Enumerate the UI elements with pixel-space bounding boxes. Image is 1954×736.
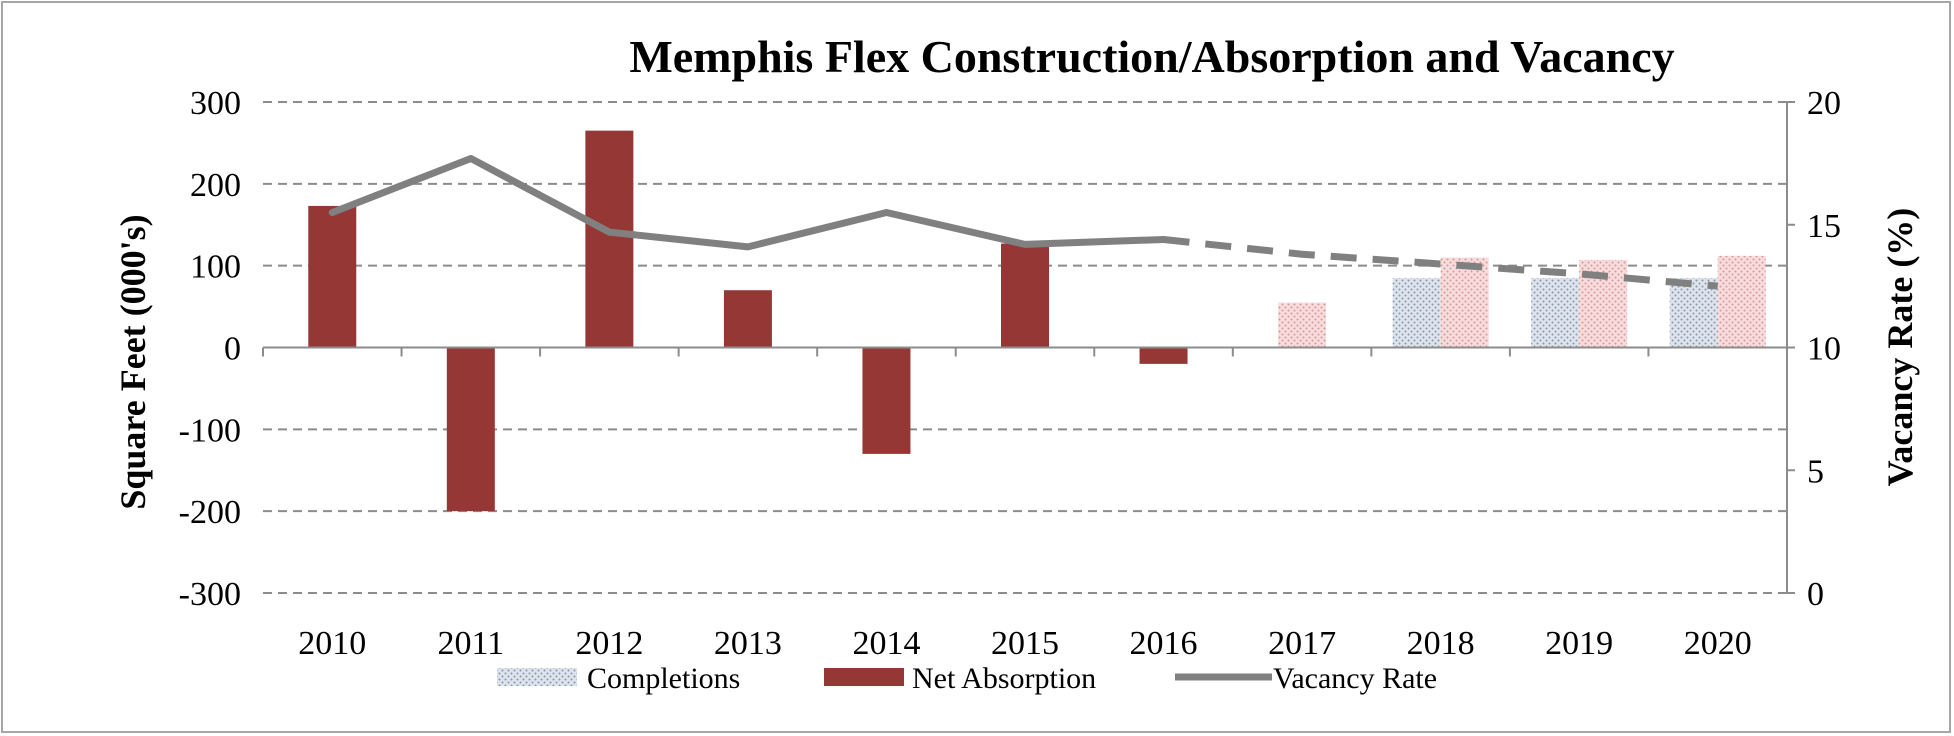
bars bbox=[308, 130, 1766, 512]
y2-tick-label: 10 bbox=[1807, 331, 1841, 368]
legend: Completions Net Absorption Vacancy Rate bbox=[497, 662, 1437, 695]
net-absorption-bar-2017 bbox=[1278, 302, 1327, 348]
net-absorption-bar-2014 bbox=[862, 347, 911, 454]
legend-swatch-completions bbox=[497, 668, 577, 686]
x-tick-label: 2013 bbox=[714, 625, 782, 662]
net-absorption-bar-2010 bbox=[308, 205, 357, 348]
y2-tick-label: 20 bbox=[1807, 85, 1841, 122]
net-absorption-bar-2011 bbox=[446, 347, 495, 512]
legend-label-completions: Completions bbox=[587, 662, 740, 695]
y-tick-label: 200 bbox=[190, 167, 241, 204]
x-tick-label: 2010 bbox=[298, 625, 366, 662]
y2-tick-label: 5 bbox=[1807, 453, 1824, 490]
y-tick-label: -100 bbox=[179, 412, 241, 449]
vacancy-line-forecast bbox=[1163, 235, 1719, 290]
right-axis-ticks: 20 15 10 5 0 bbox=[1787, 85, 1841, 613]
chart-title: Memphis Flex Construction/Absorption and… bbox=[629, 31, 1674, 82]
x-axis-ticks: 2010 2011 2012 2013 2014 2015 2016 2017 2018 2019… bbox=[298, 625, 1751, 662]
x-tick-label: 2018 bbox=[1407, 625, 1475, 662]
vacancy-line-actual bbox=[328, 154, 1168, 251]
net-absorption-bar-2013 bbox=[723, 290, 772, 348]
x-tick-label: 2017 bbox=[1268, 625, 1336, 662]
completions-bar-2018 bbox=[1392, 277, 1441, 348]
x-tick-label: 2015 bbox=[991, 625, 1059, 662]
y2-tick-label: 15 bbox=[1807, 208, 1841, 245]
net-absorption-bar-2015 bbox=[1001, 243, 1049, 348]
net-absorption-bar-2016 bbox=[1139, 347, 1188, 364]
x-tick-label: 2019 bbox=[1545, 625, 1613, 662]
legend-label-net-absorption: Net Absorption bbox=[912, 662, 1096, 695]
x-tick-label: 2012 bbox=[575, 625, 643, 662]
y2-axis-label: Vacancy Rate (%) bbox=[1880, 208, 1920, 487]
vacancy-line bbox=[328, 154, 1719, 290]
x-tick-label: 2014 bbox=[852, 625, 920, 662]
x-tick-label: 2016 bbox=[1130, 625, 1198, 662]
y2-tick-label: 0 bbox=[1807, 576, 1824, 613]
y-tick-label: -300 bbox=[179, 576, 241, 613]
legend-label-vacancy-rate: Vacancy Rate bbox=[1273, 662, 1437, 695]
net-absorption-bar-2012 bbox=[585, 130, 634, 348]
y-tick-label: -200 bbox=[179, 494, 241, 531]
left-axis-ticks: 300 200 100 0 -100 -200 -300 bbox=[179, 85, 241, 613]
y-tick-label: 300 bbox=[190, 85, 241, 122]
axes bbox=[262, 102, 1788, 593]
y-axis-label: Square Feet (000's) bbox=[113, 214, 153, 509]
x-tick-label: 2020 bbox=[1684, 625, 1752, 662]
completions-bar-2020 bbox=[1669, 277, 1718, 348]
completions-bar-2019 bbox=[1531, 277, 1580, 348]
net-absorption-bar-2020 bbox=[1717, 255, 1766, 348]
legend-swatch-net-absorption bbox=[824, 668, 904, 686]
x-tick-label: 2011 bbox=[437, 625, 504, 662]
y-tick-label: 0 bbox=[224, 331, 241, 368]
net-absorption-bar-2018 bbox=[1440, 257, 1489, 348]
y-tick-label: 100 bbox=[190, 249, 241, 286]
